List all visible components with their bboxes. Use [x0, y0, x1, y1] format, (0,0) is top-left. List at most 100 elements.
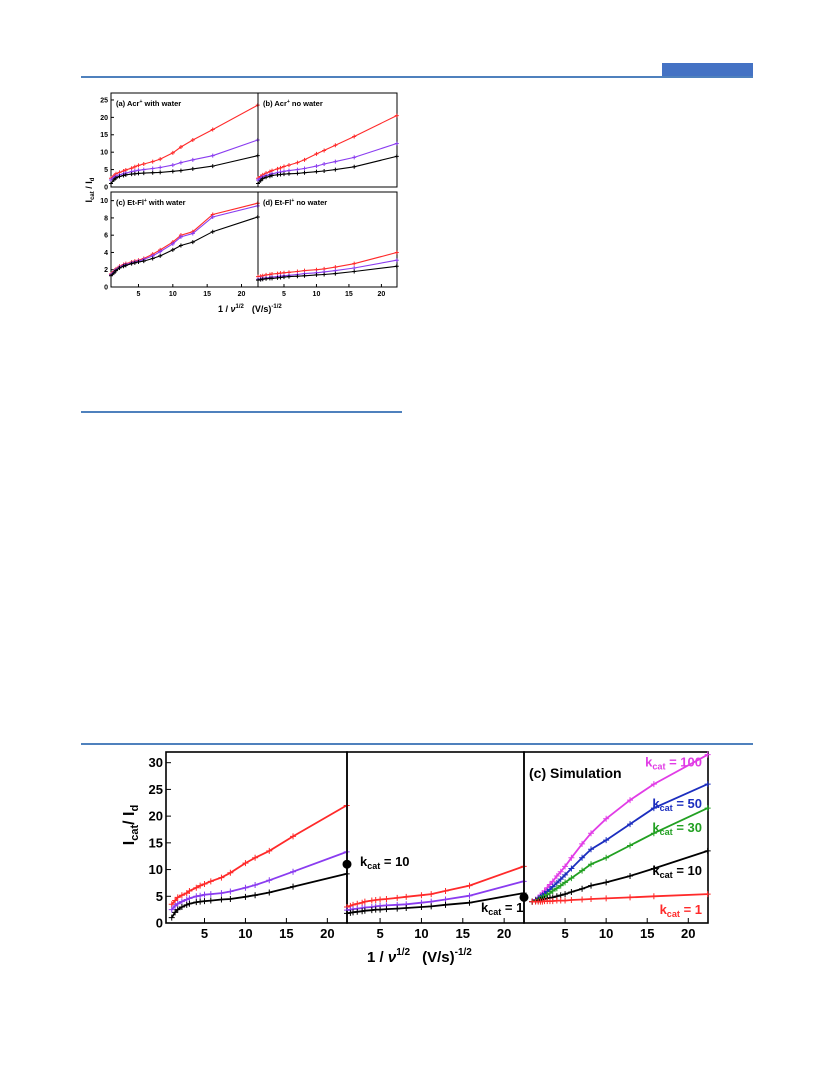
- data-point: [568, 889, 575, 896]
- data-point: [201, 880, 208, 887]
- x-tick-label: 10: [238, 926, 252, 941]
- data-point: [111, 178, 116, 183]
- data-point: [170, 163, 175, 168]
- data-point: [704, 751, 711, 758]
- fig1-ylabel: Icat / Id: [84, 177, 96, 202]
- data-point: [403, 893, 410, 900]
- data-point: [568, 897, 575, 904]
- data-point: [111, 271, 116, 276]
- data-point: [207, 878, 214, 885]
- data-point: [377, 896, 384, 903]
- data-point: [121, 173, 126, 178]
- x-tick-label: 5: [137, 291, 141, 298]
- x-tick-label: 5: [282, 291, 286, 298]
- data-point: [129, 166, 134, 171]
- y-tick-label: 5: [156, 889, 163, 904]
- x-tick-label: 20: [238, 291, 246, 298]
- data-point: [168, 914, 175, 921]
- data-point: [704, 891, 711, 898]
- y-tick-label: 20: [149, 809, 163, 824]
- series-label: kcat = 1: [660, 902, 702, 919]
- data-point: [117, 174, 122, 179]
- data-point: [278, 172, 283, 177]
- data-point: [352, 266, 357, 270]
- x-tick-label: 20: [320, 926, 334, 941]
- data-point: [178, 144, 183, 149]
- data-point: [281, 172, 286, 177]
- data-point: [394, 141, 399, 146]
- data-point: [136, 259, 141, 264]
- data-point: [627, 842, 634, 849]
- header-rule: [81, 76, 753, 78]
- data-point: [197, 898, 204, 905]
- data-point: [150, 256, 155, 261]
- data-point: [704, 781, 711, 788]
- data-point: [150, 166, 155, 171]
- data-point: [562, 879, 569, 886]
- data-point: [295, 171, 300, 176]
- data-point: [302, 170, 307, 175]
- data-point: [352, 164, 357, 169]
- x-tick-label: 10: [414, 926, 428, 941]
- data-point: [361, 898, 368, 905]
- data-point: [603, 815, 610, 822]
- data-point: [178, 243, 183, 248]
- data-point: [150, 159, 155, 164]
- chart-panel-6: 5 10 15 20 kcat = 1: [344, 751, 529, 941]
- data-point: [553, 885, 560, 892]
- data-point: [553, 872, 560, 879]
- data-point: [428, 891, 435, 898]
- panel-title: (c) Et-Fl+ with water: [116, 198, 186, 207]
- data-point: [193, 893, 200, 900]
- x-tick-label: 5: [561, 926, 568, 941]
- data-point: [252, 882, 259, 889]
- y-tick-label: 25: [100, 97, 108, 104]
- data-point: [190, 240, 195, 245]
- x-tick-label: 20: [378, 291, 386, 298]
- data-point: [368, 907, 375, 914]
- data-point: [286, 163, 291, 168]
- data-point: [242, 893, 249, 900]
- data-point: [333, 271, 338, 276]
- x-tick-label: 10: [169, 291, 177, 298]
- data-point: [183, 901, 190, 908]
- data-point: [227, 869, 234, 876]
- data-point: [168, 901, 175, 908]
- data-point: [190, 166, 195, 171]
- data-point: [123, 172, 128, 177]
- data-point: [132, 164, 137, 169]
- data-point: [394, 264, 399, 269]
- footer-rule: [81, 743, 753, 745]
- fig2-xlabel: 1 / ν1/2 (V/s)-1/2: [367, 947, 472, 966]
- data-point: [290, 868, 297, 875]
- data-point: [579, 867, 586, 874]
- x-tick-label: 5: [201, 926, 208, 941]
- data-point: [549, 887, 556, 894]
- data-point: [314, 169, 319, 174]
- data-point: [210, 127, 215, 132]
- data-point: [218, 896, 225, 903]
- data-point: [568, 875, 575, 882]
- chart-panel-3: 0 2 4 6 8 10 5 10 15 20 (c) Et-Fl+ with water: [100, 191, 260, 298]
- data-point: [359, 899, 366, 906]
- data-point: [264, 175, 269, 180]
- data-point: [466, 882, 473, 889]
- x-tick-label: 15: [345, 291, 353, 298]
- series-label: kcat = 30: [652, 820, 702, 837]
- data-point: [266, 847, 273, 854]
- y-tick-label: 10: [100, 150, 108, 157]
- data-point: [442, 901, 449, 908]
- panel-annotation: kcat = 1: [481, 900, 523, 917]
- data-point: [568, 865, 575, 872]
- plot-frame: [523, 751, 709, 924]
- data-point: [603, 879, 610, 886]
- data-point: [201, 891, 208, 898]
- data-point: [588, 861, 595, 868]
- data-point: [568, 854, 575, 861]
- data-point: [210, 215, 215, 220]
- data-point: [549, 878, 556, 885]
- section-rule: [81, 411, 402, 413]
- data-point: [302, 273, 307, 278]
- data-point: [403, 905, 410, 912]
